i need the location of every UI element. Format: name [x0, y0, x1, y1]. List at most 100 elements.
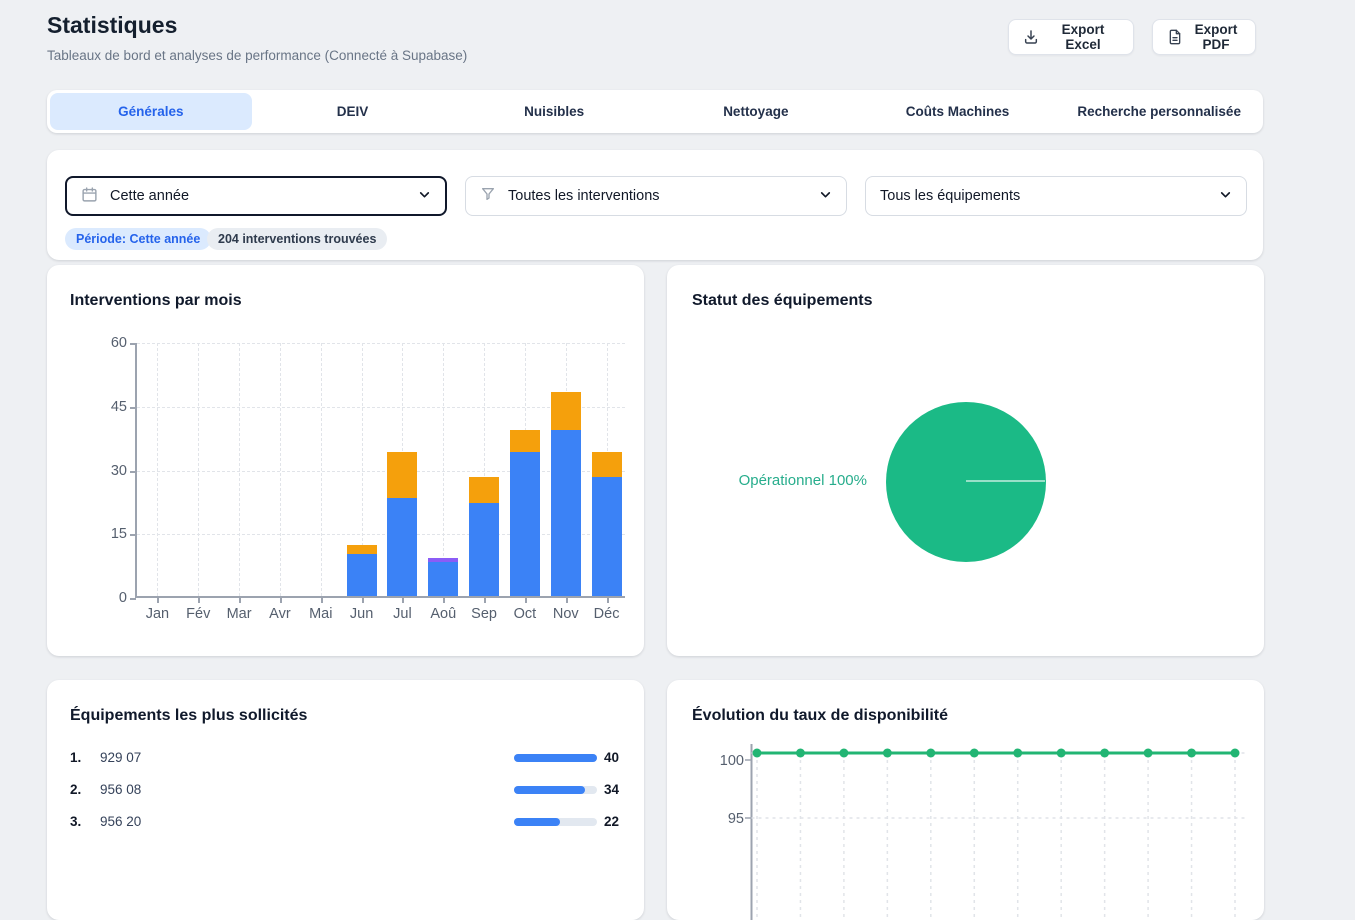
- x-axis-tick: [157, 598, 159, 603]
- export-excel-button[interactable]: Export Excel: [1008, 19, 1134, 55]
- export-excel-label: Export Excel: [1047, 22, 1119, 52]
- y-axis-tick-label: 60: [87, 335, 127, 351]
- tab-generales[interactable]: Générales: [50, 93, 252, 130]
- list-title: Équipements les plus sollicités: [70, 707, 307, 725]
- x-axis-tick: [443, 598, 445, 603]
- x-axis-tick: [525, 598, 527, 603]
- bar-segment-serie-orange: [551, 392, 581, 430]
- bar-segment-serie-bleue: [387, 498, 417, 596]
- tab-nettoyage[interactable]: Nettoyage: [655, 93, 857, 130]
- bar-segment-serie-orange: [347, 545, 377, 554]
- interventions-count-badge: 204 interventions trouvées: [207, 228, 387, 250]
- document-icon: [1167, 29, 1183, 45]
- export-pdf-button[interactable]: Export PDF: [1152, 19, 1256, 55]
- usage-value: 40: [604, 750, 619, 765]
- y-axis-tick-label: 0: [87, 590, 127, 606]
- data-point: [1013, 749, 1022, 758]
- tab-bar: Générales DEIV Nuisibles Nettoyage Coûts…: [47, 90, 1263, 133]
- data-point: [1231, 749, 1240, 758]
- x-axis-tick: [362, 598, 364, 603]
- x-axis-tick: [321, 598, 323, 603]
- rank-label: 2.: [70, 782, 81, 797]
- equipment-select-value: Tous les équipements: [880, 188, 1020, 204]
- bar-segment-serie-bleue: [428, 562, 458, 596]
- equipment-name: 929 07: [100, 750, 141, 765]
- bar-segment-serie-bleue: [347, 554, 377, 597]
- tab-couts-machines[interactable]: Coûts Machines: [857, 93, 1059, 130]
- bar-segment-serie-bleue: [592, 477, 622, 596]
- bar-segment-serie-bleue: [551, 430, 581, 596]
- intervention-select-value: Toutes les interventions: [508, 188, 660, 204]
- equipment-name: 956 08: [100, 782, 141, 797]
- tab-recherche-personnalisee[interactable]: Recherche personnalisée: [1058, 93, 1260, 130]
- v-gridline: [280, 343, 281, 596]
- list-item: 2. 956 08 34: [47, 782, 644, 798]
- data-point: [796, 749, 805, 758]
- bar-chart-title: Interventions par mois: [70, 292, 242, 310]
- v-gridline: [198, 343, 199, 596]
- bar-segment-serie-orange: [592, 452, 622, 478]
- data-point: [926, 749, 935, 758]
- usage-bar: [514, 786, 597, 794]
- page-subtitle: Tableaux de bord et analyses de performa…: [47, 48, 467, 63]
- y-axis-tick-label: 95: [728, 811, 744, 827]
- pie-chart: [886, 402, 1046, 562]
- bar-segment-serie-violette: [428, 558, 458, 562]
- bar-segment-serie-orange: [510, 430, 540, 451]
- interventions-per-month-card: Interventions par mois 015304560JanFévMa…: [47, 265, 644, 656]
- tab-nuisibles[interactable]: Nuisibles: [453, 93, 655, 130]
- data-point: [1187, 749, 1196, 758]
- statistics-dashboard: Statistiques Tableaux de bord et analyse…: [0, 0, 1355, 828]
- y-axis-tick: [130, 598, 136, 600]
- tab-deiv[interactable]: DEIV: [252, 93, 454, 130]
- x-axis-tick: [198, 598, 200, 603]
- pie-slice-label: Opérationnel 100%: [687, 472, 867, 489]
- y-axis-tick: [130, 407, 136, 409]
- x-axis-tick: [566, 598, 568, 603]
- x-axis-tick: [239, 598, 241, 603]
- filters-panel: Cette année Toutes les interventions Tou…: [47, 150, 1263, 260]
- period-select-value: Cette année: [110, 188, 189, 204]
- data-point: [1100, 749, 1109, 758]
- h-gridline: [137, 343, 625, 344]
- bar-chart: 015304560JanFévMarAvrMaiJunJulAoûSepOctN…: [135, 343, 625, 598]
- usage-value: 34: [604, 782, 619, 797]
- period-select[interactable]: Cette année: [65, 176, 447, 216]
- y-axis-tick: [130, 343, 136, 345]
- usage-bar: [514, 754, 597, 762]
- y-axis-tick-label: 100: [720, 753, 744, 769]
- chevron-down-icon: [418, 188, 431, 205]
- rank-label: 3.: [70, 814, 81, 829]
- download-icon: [1023, 29, 1039, 45]
- bar-segment-serie-orange: [469, 477, 499, 503]
- y-axis-tick-label: 45: [87, 399, 127, 415]
- y-axis-tick-label: 15: [87, 526, 127, 542]
- equipment-select[interactable]: Tous les équipements: [865, 176, 1247, 216]
- chevron-down-icon: [1219, 188, 1232, 205]
- usage-bar: [514, 818, 597, 826]
- calendar-icon: [81, 186, 98, 207]
- intervention-type-select[interactable]: Toutes les interventions: [465, 176, 847, 216]
- availability-rate-card: Évolution du taux de disponibilité 10095: [667, 680, 1264, 920]
- x-axis-tick-label: Déc: [577, 606, 637, 622]
- v-gridline: [157, 343, 158, 596]
- equipment-name: 956 20: [100, 814, 141, 829]
- data-point: [883, 749, 892, 758]
- data-point: [839, 749, 848, 758]
- data-point: [753, 749, 762, 758]
- x-axis-tick: [484, 598, 486, 603]
- y-axis-tick: [130, 471, 136, 473]
- x-axis-tick: [280, 598, 282, 603]
- bar-segment-serie-bleue: [510, 452, 540, 597]
- pie-chart-title: Statut des équipements: [692, 292, 872, 310]
- chevron-down-icon: [819, 188, 832, 205]
- y-axis-tick: [130, 534, 136, 536]
- pie-leader-line: [966, 480, 1045, 482]
- equipment-status-card: Statut des équipements Opérationnel 100%: [667, 265, 1264, 656]
- x-axis-tick: [607, 598, 609, 603]
- period-badge: Période: Cette année: [65, 228, 211, 250]
- page-title: Statistiques: [47, 12, 177, 39]
- data-point: [1144, 749, 1153, 758]
- export-pdf-label: Export PDF: [1191, 22, 1241, 52]
- list-item: 1. 929 07 40: [47, 750, 644, 766]
